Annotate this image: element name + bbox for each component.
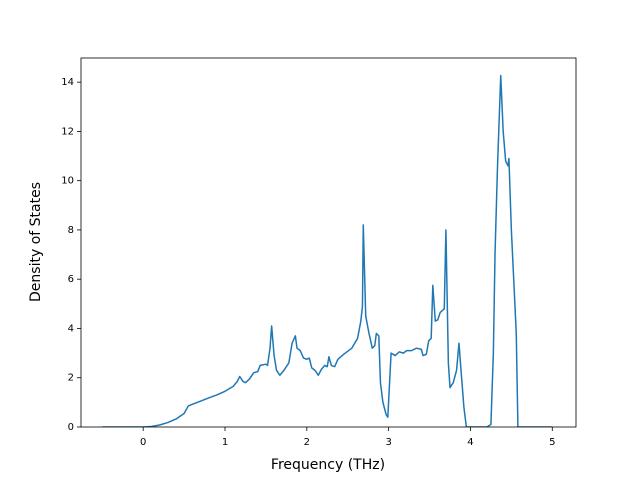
x-tick-label: 2 xyxy=(304,437,310,448)
data-line xyxy=(102,74,553,427)
x-tick-label: 3 xyxy=(385,437,391,448)
y-tick-label: 0 xyxy=(68,422,74,433)
y-tick-label: 8 xyxy=(68,225,74,236)
y-tick-label: 10 xyxy=(61,176,74,187)
x-axis-label: Frequency (THz) xyxy=(271,457,385,473)
y-tick-label: 14 xyxy=(61,77,74,88)
plot-frame xyxy=(80,57,577,428)
x-tick-label: 5 xyxy=(549,437,555,448)
x-tick-label: 1 xyxy=(222,437,228,448)
y-tick-label: 6 xyxy=(68,274,74,285)
x-tick-label: 0 xyxy=(140,437,146,448)
y-axis-label: Density of States xyxy=(28,182,44,302)
y-tick-label: 12 xyxy=(61,126,74,137)
y-tick-label: 4 xyxy=(68,323,74,334)
y-tick-label: 2 xyxy=(68,373,74,384)
x-tick-label: 4 xyxy=(467,437,473,448)
